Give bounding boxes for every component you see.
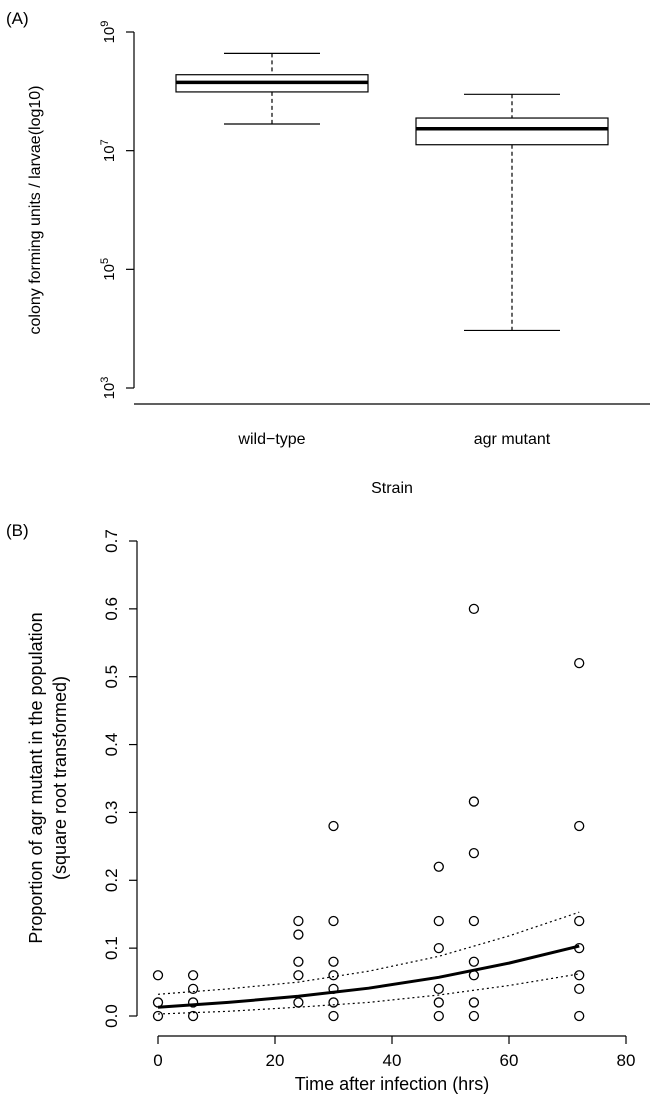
- b-data-point: [574, 915, 585, 927]
- a-y-tick-label: 105: [99, 258, 118, 281]
- b-x-tick-label: 60: [500, 1051, 519, 1070]
- b-data-point: [574, 983, 585, 995]
- b-data-point: [293, 997, 304, 1008]
- b-x-tick-label: 0: [153, 1051, 162, 1070]
- b-y-axis-label-secondary: (square root transformed): [50, 676, 70, 880]
- b-x-ticks: 0 20 40 60 80: [153, 1036, 635, 1070]
- b-y-tick-label: 0.7: [102, 529, 121, 553]
- b-data-point: [468, 915, 480, 927]
- b-data-point: [574, 1010, 585, 1022]
- b-y-tick-label: 0.1: [102, 936, 121, 960]
- b-data-point: [468, 956, 480, 967]
- b-data-point: [433, 942, 444, 954]
- b-y-tick-label: 0.4: [102, 733, 121, 757]
- b-data-point: [574, 970, 585, 981]
- b-data-point: [152, 970, 164, 981]
- b-data-point: [468, 997, 480, 1008]
- panel-a-boxplot: 109 107 105 103 wild−type agr mutant colony …: [27, 21, 650, 497]
- b-data-point: [293, 929, 304, 940]
- b-data-point: [328, 956, 339, 967]
- b-data-point: [187, 970, 199, 981]
- b-data-point: [328, 915, 339, 927]
- b-data-point: [187, 1010, 199, 1022]
- b-data-point: [574, 820, 585, 832]
- b-y-ticks: 0.0 0.1 0.2 0.3 0.4 0.5 0.6 0.7: [102, 529, 137, 1028]
- panel-b-scatter: 0.0 0.1 0.2 0.3 0.4 0.5 0.6 0.7 0 20 40 60 80 Propo…: [26, 529, 635, 1094]
- b-data-point: [468, 847, 480, 859]
- a-y-tick-label: 107: [99, 139, 118, 162]
- b-data-point: [328, 997, 339, 1008]
- b-data-point: [574, 942, 585, 954]
- a-y-axis-label: colony forming units / larvae(log10): [27, 85, 44, 334]
- b-data-point: [433, 1010, 444, 1022]
- b-data-point: [433, 915, 444, 927]
- b-ci-upper-line: [157, 911, 580, 995]
- a-y-ticks: 109 107 105 103: [99, 21, 134, 400]
- b-data-point: [433, 861, 444, 872]
- b-y-tick-label: 0.3: [102, 801, 121, 825]
- b-y-tick-label: 0.2: [102, 868, 121, 892]
- a-y-tick-label: 109: [99, 21, 118, 44]
- b-data-point: [328, 1010, 339, 1022]
- b-x-tick-label: 80: [617, 1051, 636, 1070]
- a-y-tick-label: 103: [99, 377, 118, 400]
- panel-b-label: (B): [6, 521, 29, 540]
- b-x-tick-label: 40: [383, 1051, 402, 1070]
- b-points: [152, 603, 585, 1022]
- b-y-tick-label: 0.6: [102, 597, 121, 621]
- b-data-point: [574, 657, 585, 669]
- a-boxes: wild−type agr mutant: [175, 52, 609, 448]
- b-data-point: [468, 796, 480, 807]
- b-data-point: [468, 1010, 480, 1022]
- b-data-point: [328, 970, 339, 981]
- b-data-point: [468, 603, 480, 615]
- b-data-point: [187, 983, 199, 995]
- b-data-point: [293, 970, 304, 981]
- b-y-axis-label: Proportion of agr mutant in the populati…: [26, 612, 46, 943]
- b-data-point: [328, 820, 339, 832]
- b-data-point: [293, 956, 304, 967]
- b-x-axis-label: Time after infection (hrs): [295, 1074, 489, 1094]
- b-fit-lines: [157, 911, 580, 1015]
- b-data-point: [433, 997, 444, 1008]
- b-ci-lower-line: [157, 973, 580, 1015]
- b-x-tick-label: 20: [266, 1051, 285, 1070]
- b-data-point: [468, 970, 480, 981]
- b-data-point: [293, 915, 304, 927]
- b-data-point: [152, 1010, 164, 1022]
- panel-a-label: (A): [6, 9, 29, 28]
- a-box: [415, 117, 609, 146]
- a-category-label: wild−type: [237, 431, 305, 448]
- b-y-tick-label: 0.5: [102, 665, 121, 689]
- b-data-point: [152, 997, 164, 1008]
- b-data-point: [187, 997, 199, 1008]
- b-data-point: [433, 983, 444, 995]
- b-data-point: [328, 983, 339, 995]
- a-category-label: agr mutant: [474, 431, 551, 448]
- b-y-tick-label: 0.0: [102, 1004, 121, 1028]
- a-x-axis-label: Strain: [371, 480, 413, 497]
- b-fit-line: [157, 944, 580, 1009]
